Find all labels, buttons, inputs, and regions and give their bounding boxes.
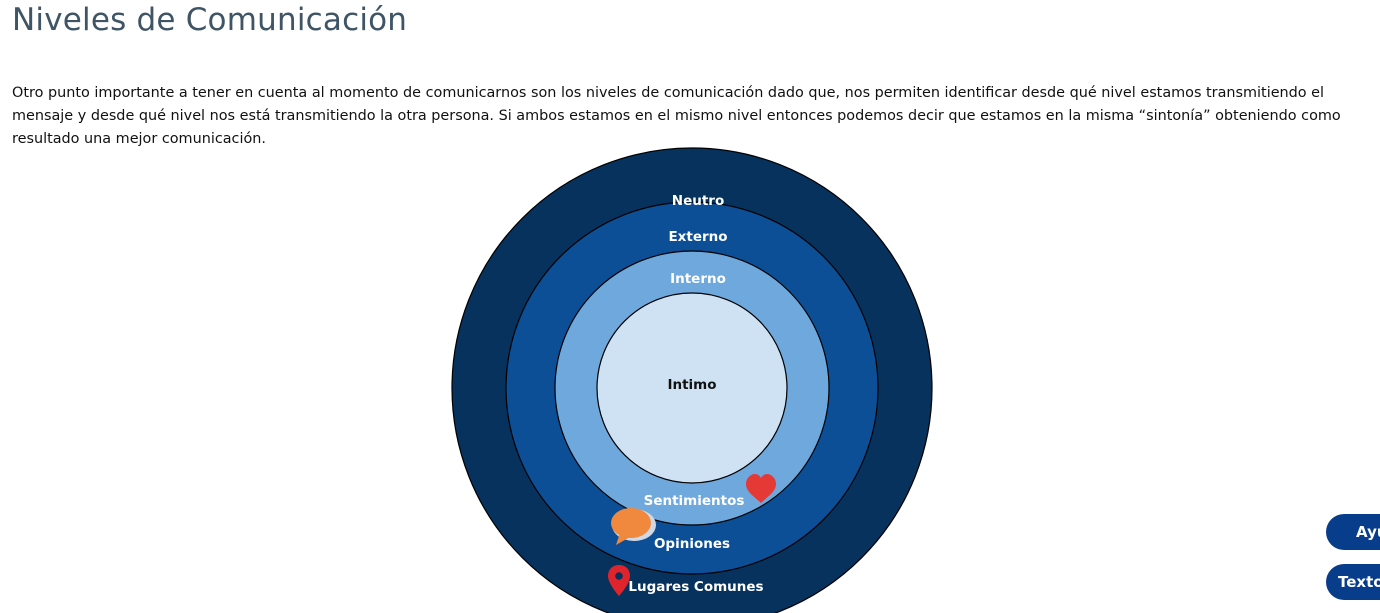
- text-button[interactable]: Texto: [1326, 564, 1380, 600]
- label-opiniones: Opiniones: [654, 536, 730, 552]
- speech-bubble-icon: [611, 508, 656, 545]
- label-sentimientos: Sentimientos: [644, 493, 745, 509]
- label-lugares-comunes: Lugares Comunes: [628, 579, 763, 595]
- page-title: Niveles de Comunicación: [12, 2, 408, 38]
- help-button[interactable]: Ayuda: [1326, 514, 1380, 550]
- label-externo: Externo: [668, 229, 727, 245]
- label-interno: Interno: [670, 271, 726, 287]
- ring-intimo: [596, 292, 788, 484]
- map-pin-icon: [608, 565, 630, 596]
- heart-icon: [746, 474, 776, 503]
- label-neutro: Neutro: [672, 193, 724, 209]
- label-intimo: Intimo: [667, 377, 716, 393]
- intro-paragraph: Otro punto importante a tener en cuenta …: [12, 85, 1341, 147]
